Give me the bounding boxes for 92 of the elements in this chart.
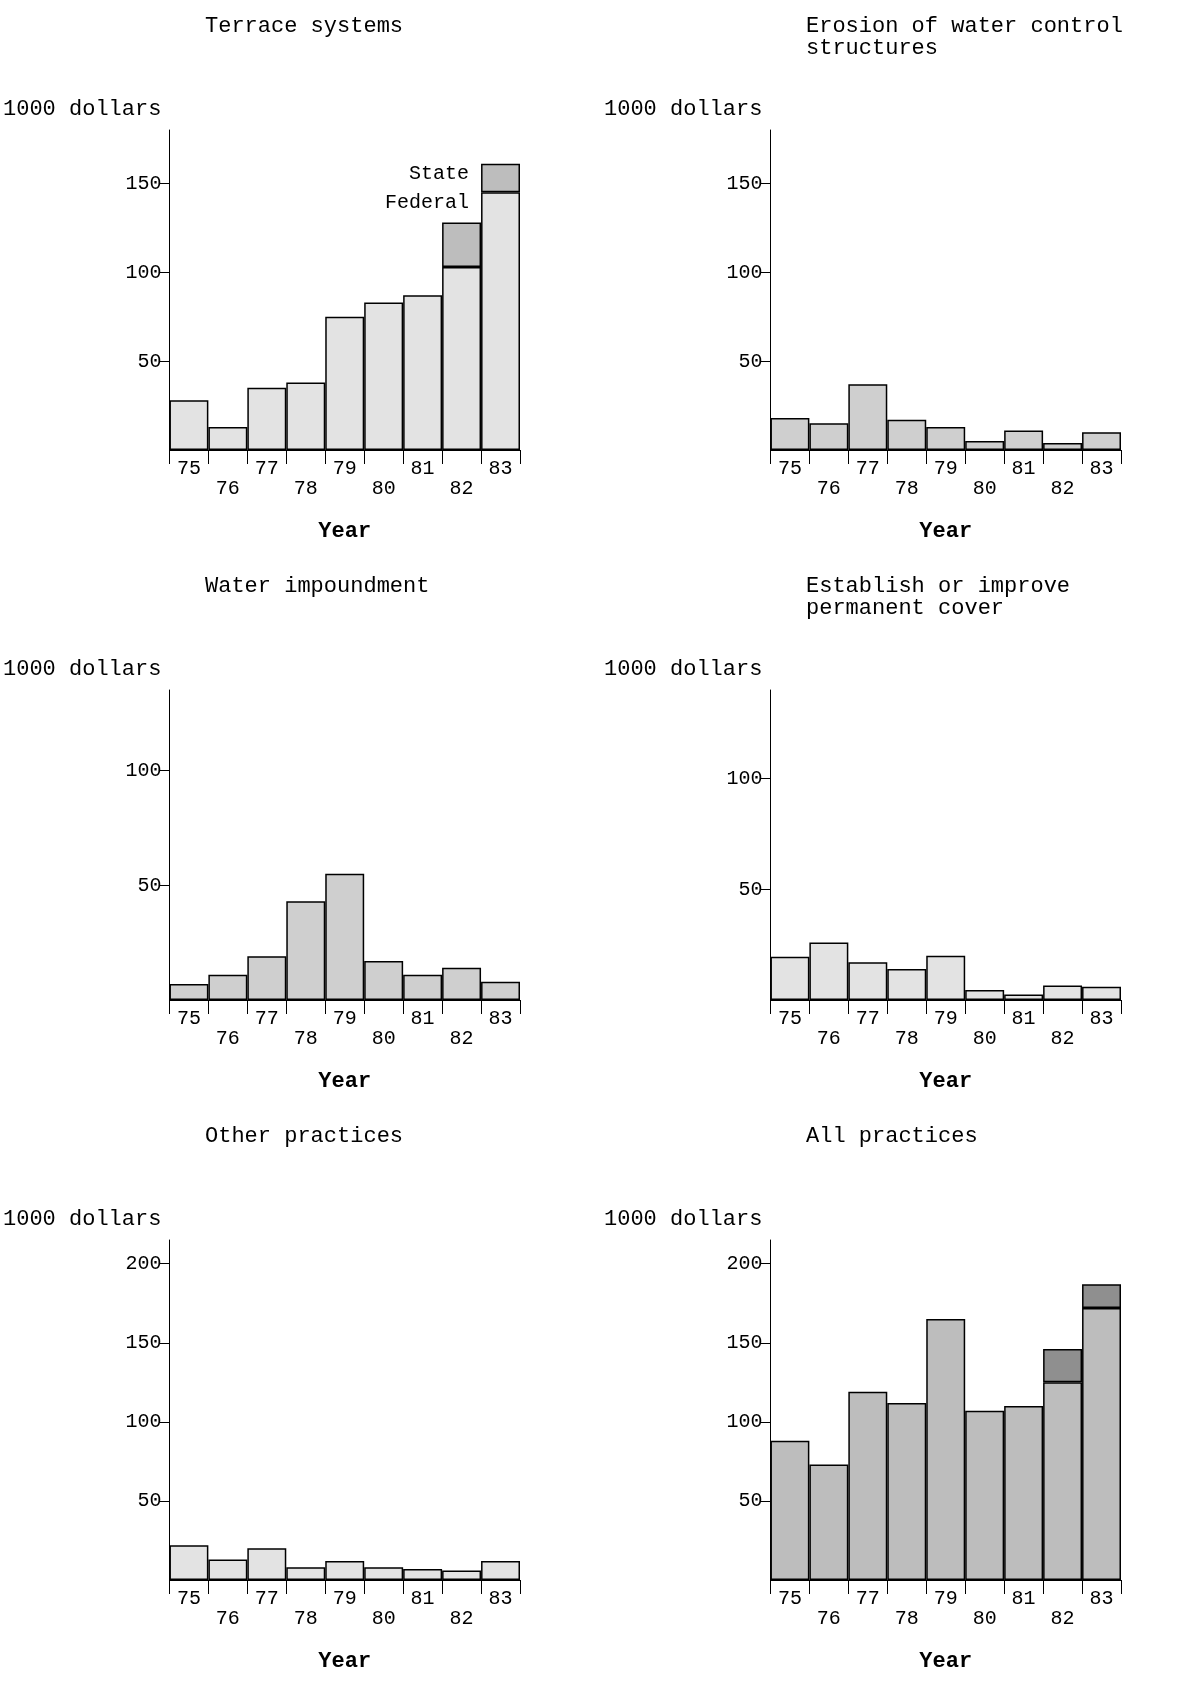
y-tick-label: 150	[726, 1331, 763, 1355]
x-tick-label: 79	[933, 1586, 958, 1610]
x-tick-label: 75	[777, 456, 802, 480]
x-tick-label: 75	[176, 456, 201, 480]
chart-title: All practices	[806, 1123, 978, 1149]
x-tick-label: 78	[293, 476, 318, 500]
x-tick-label: 82	[1050, 1026, 1075, 1050]
chart-title: Other practices	[205, 1123, 404, 1149]
x-tick-label: 76	[816, 1606, 841, 1630]
x-tick-label: 83	[1089, 456, 1114, 480]
x-tick-label: 76	[816, 1026, 841, 1050]
y-tick-label: 50	[738, 877, 763, 901]
x-tick-label: 76	[215, 1026, 240, 1050]
x-tick-label: 78	[894, 1026, 919, 1050]
x-tick-label: 75	[176, 1586, 201, 1610]
y-axis-title: 1000 dollars	[603, 96, 763, 122]
x-tick-label: 78	[293, 1026, 318, 1050]
x-tick-label: 75	[777, 1586, 802, 1610]
chart-title: Terrace systems	[205, 13, 404, 39]
y-tick-label: 100	[125, 758, 162, 782]
x-tick-label: 77	[254, 1006, 279, 1030]
x-tick-label: 82	[1050, 1606, 1075, 1630]
y-axis-title: 1000 dollars	[603, 656, 763, 682]
chart-title: Establish or improve permanent cover	[806, 573, 1084, 621]
x-tick-label: 83	[488, 456, 513, 480]
x-tick-label: 76	[816, 476, 841, 500]
x-tick-label: 75	[176, 1006, 201, 1030]
x-tick-label: 77	[855, 1586, 880, 1610]
series-label: State	[409, 162, 470, 186]
series-label: Federal	[385, 190, 470, 214]
x-tick-label: 79	[933, 1006, 958, 1030]
x-tick-label: 78	[894, 1606, 919, 1630]
x-tick-label: 82	[449, 1606, 474, 1630]
x-axis-title: Year	[919, 518, 973, 544]
x-tick-label: 82	[449, 1026, 474, 1050]
x-tick-label: 76	[215, 476, 240, 500]
y-tick-label: 50	[137, 1489, 162, 1513]
x-tick-label: 75	[777, 1006, 802, 1030]
x-tick-label: 81	[410, 1586, 435, 1610]
y-axis-title: 1000 dollars	[2, 656, 162, 682]
x-tick-label: 81	[410, 1006, 435, 1030]
y-tick-label: 150	[125, 1331, 162, 1355]
x-tick-label: 83	[488, 1006, 513, 1030]
x-tick-label: 83	[488, 1586, 513, 1610]
chart-title: Water impoundment	[205, 573, 430, 599]
y-tick-label: 200	[726, 1252, 763, 1276]
y-tick-label: 200	[125, 1252, 162, 1276]
y-tick-label: 50	[738, 349, 763, 373]
x-tick-label: 77	[855, 456, 880, 480]
y-axis-title: 1000 dollars	[2, 96, 162, 122]
x-tick-label: 79	[933, 456, 958, 480]
y-tick-label: 150	[726, 171, 763, 195]
y-tick-label: 50	[137, 349, 162, 373]
y-tick-label: 100	[726, 260, 763, 284]
x-tick-label: 80	[371, 1026, 396, 1050]
y-axis-title: 1000 dollars	[603, 1206, 763, 1232]
x-tick-label: 77	[254, 1586, 279, 1610]
y-tick-label: 100	[726, 1410, 763, 1434]
x-tick-label: 79	[332, 456, 357, 480]
y-tick-label: 100	[125, 260, 162, 284]
x-axis-title: Year	[318, 518, 372, 544]
x-tick-label: 79	[332, 1006, 357, 1030]
x-tick-label: 76	[215, 1606, 240, 1630]
y-tick-label: 100	[125, 1410, 162, 1434]
x-tick-label: 80	[972, 476, 997, 500]
x-tick-label: 77	[855, 1006, 880, 1030]
x-tick-label: 77	[254, 456, 279, 480]
y-axis-title: 1000 dollars	[2, 1206, 162, 1232]
x-tick-label: 80	[972, 1606, 997, 1630]
y-tick-label: 50	[137, 873, 162, 897]
x-tick-label: 78	[894, 476, 919, 500]
x-axis-title: Year	[919, 1068, 973, 1094]
x-tick-label: 81	[1011, 1006, 1036, 1030]
chart-title: Erosion of water control structures	[806, 13, 1137, 61]
x-tick-label: 80	[972, 1026, 997, 1050]
y-tick-label: 50	[738, 1489, 763, 1513]
x-tick-label: 80	[371, 1606, 396, 1630]
x-tick-label: 81	[410, 456, 435, 480]
x-tick-label: 79	[332, 1586, 357, 1610]
y-tick-label: 150	[125, 171, 162, 195]
x-tick-label: 81	[1011, 456, 1036, 480]
y-tick-label: 100	[726, 767, 763, 791]
x-tick-label: 83	[1089, 1586, 1114, 1610]
x-tick-label: 83	[1089, 1006, 1114, 1030]
x-tick-label: 82	[449, 476, 474, 500]
x-tick-label: 78	[293, 1606, 318, 1630]
x-axis-title: Year	[318, 1068, 372, 1094]
x-axis-title: Year	[919, 1648, 973, 1674]
x-axis-title: Year	[318, 1648, 372, 1674]
x-tick-label: 80	[371, 476, 396, 500]
x-tick-label: 82	[1050, 476, 1075, 500]
x-tick-label: 81	[1011, 1586, 1036, 1610]
